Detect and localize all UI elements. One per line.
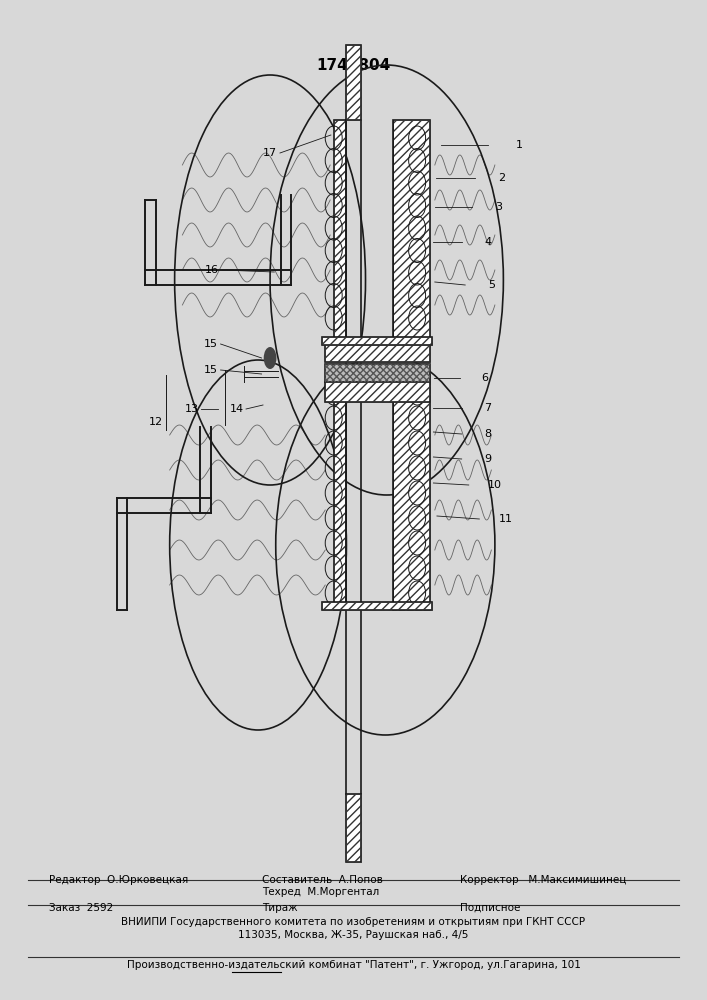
- Bar: [325, 382, 430, 402]
- Text: Составитель  А.Попов: Составитель А.Попов: [262, 875, 382, 885]
- Bar: [393, 120, 430, 342]
- Text: ВНИИПИ Государственного комитета по изобретениям и открытиям при ГКНТ СССР: ВНИИПИ Государственного комитета по изоб…: [122, 917, 585, 927]
- Bar: [322, 337, 432, 345]
- Text: 6: 6: [481, 373, 488, 383]
- Text: Тираж: Тираж: [262, 903, 297, 913]
- Text: 1749804: 1749804: [316, 57, 391, 73]
- Text: 3: 3: [495, 202, 502, 212]
- Ellipse shape: [264, 347, 276, 369]
- Text: 4: 4: [484, 237, 491, 247]
- Text: Корректор   М.Максимишинец: Корректор М.Максимишинец: [460, 875, 626, 885]
- Bar: [334, 375, 346, 610]
- Text: 13: 13: [185, 404, 199, 414]
- Bar: [322, 602, 432, 610]
- Bar: [322, 602, 432, 610]
- Text: Подписное: Подписное: [460, 903, 520, 913]
- Bar: [346, 45, 361, 120]
- Bar: [325, 382, 430, 402]
- Bar: [325, 340, 430, 362]
- Text: 9: 9: [484, 454, 491, 464]
- Bar: [346, 794, 361, 862]
- Bar: [325, 364, 430, 382]
- Text: 2: 2: [498, 173, 506, 183]
- Bar: [346, 794, 361, 862]
- Bar: [325, 364, 430, 382]
- Bar: [325, 340, 430, 362]
- Text: 11: 11: [498, 514, 513, 524]
- Text: 7: 7: [484, 403, 491, 413]
- Text: 8: 8: [484, 429, 491, 439]
- Bar: [334, 120, 346, 342]
- Text: 15: 15: [204, 365, 218, 375]
- Bar: [334, 120, 346, 342]
- Text: 12: 12: [148, 417, 163, 427]
- Bar: [346, 45, 361, 120]
- Bar: [393, 375, 430, 610]
- Bar: [334, 375, 346, 610]
- Text: 1: 1: [516, 140, 523, 150]
- Text: 113035, Москва, Ж-35, Раушская наб., 4/5: 113035, Москва, Ж-35, Раушская наб., 4/5: [238, 930, 469, 940]
- Text: 14: 14: [230, 404, 244, 414]
- Bar: [393, 120, 430, 342]
- Text: 17: 17: [263, 148, 277, 158]
- Text: 10: 10: [488, 480, 502, 490]
- Bar: [393, 375, 430, 610]
- Text: Производственно-издательский комбинат "Патент", г. Ужгород, ул.Гагарина, 101: Производственно-издательский комбинат "П…: [127, 960, 580, 970]
- Text: Техред  М.Моргентал: Техред М.Моргентал: [262, 887, 379, 897]
- Text: 16: 16: [205, 265, 219, 275]
- Text: Заказ  2592: Заказ 2592: [49, 903, 114, 913]
- Bar: [322, 337, 432, 345]
- Text: Редактор  О.Юрковецкая: Редактор О.Юрковецкая: [49, 875, 189, 885]
- Text: 15: 15: [204, 339, 218, 349]
- Text: 5: 5: [488, 280, 495, 290]
